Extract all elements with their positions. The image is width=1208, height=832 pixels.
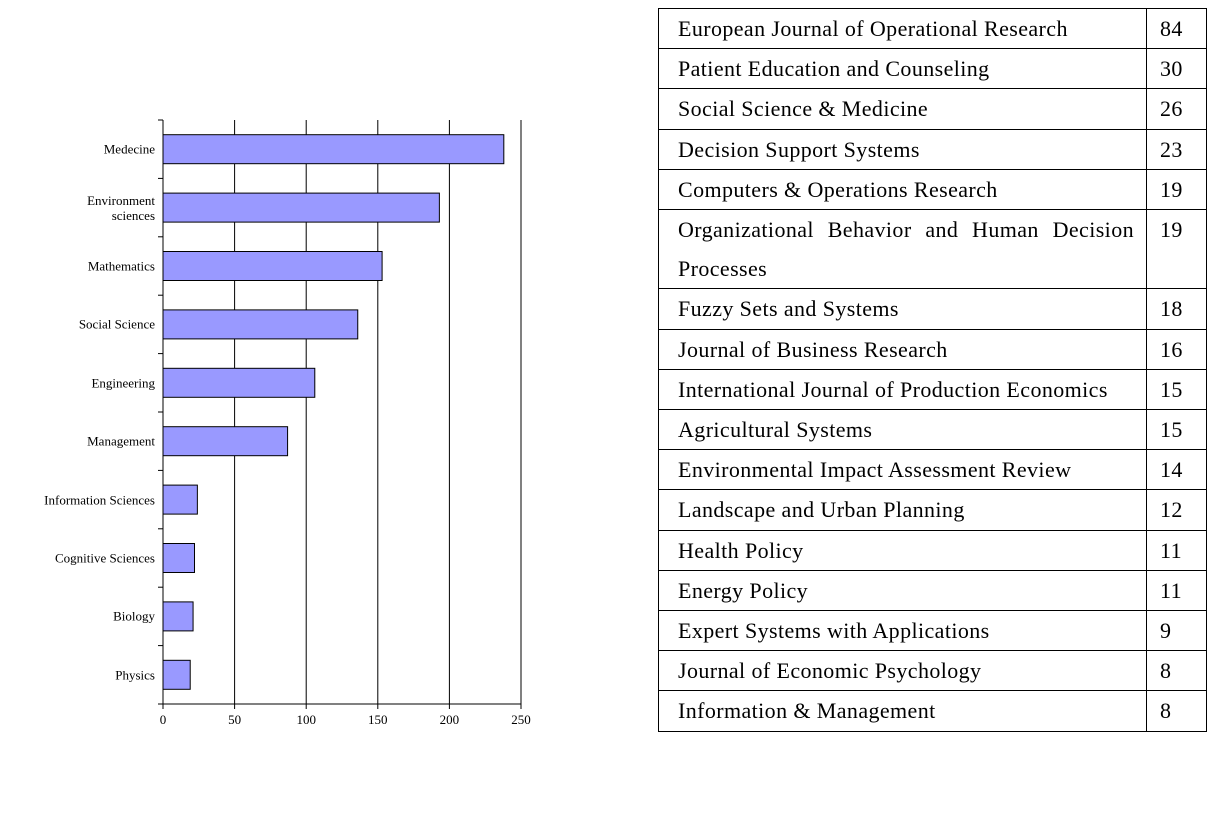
- count: 8: [1146, 690, 1207, 732]
- journal-name: Fuzzy Sets and Systems: [658, 288, 1147, 330]
- bar: [162, 543, 196, 573]
- count: 15: [1146, 409, 1207, 451]
- count: 16: [1146, 328, 1207, 370]
- bar: [162, 601, 194, 632]
- bar: [162, 309, 359, 340]
- y-tick-label: Engineering: [91, 375, 155, 391]
- table-row: Landscape and Urban Planning 12: [658, 489, 1207, 531]
- count: 14: [1146, 449, 1207, 491]
- bar: [162, 251, 383, 281]
- table-row: Fuzzy Sets and Systems 18: [658, 288, 1207, 330]
- table-row: Patient Education and Counseling 30: [658, 48, 1207, 90]
- journal-name: Social Science & Medicine: [658, 88, 1147, 130]
- table-row: Organizational Behavior and Human Decisi…: [658, 209, 1207, 290]
- bar-chart: 0 50 100 150 200 250 Medecine Environment scien…: [0, 0, 560, 760]
- table-row: Journal of Business Research 16: [658, 328, 1207, 370]
- journal-name: European Journal of Operational Re­searc…: [658, 7, 1147, 50]
- count: 9: [1146, 610, 1207, 652]
- count: 11: [1146, 529, 1207, 571]
- y-tick-label: Physics: [115, 667, 155, 683]
- table-row: Information & Management 8: [658, 690, 1207, 732]
- x-tick-label: 0: [159, 712, 167, 727]
- x-tick-label: 250: [511, 712, 531, 727]
- journal-name: Landscape and Urban Planning: [658, 489, 1147, 531]
- journal-name: Patient Education and Counseling: [658, 48, 1147, 90]
- count: 15: [1146, 368, 1207, 411]
- table-row: Agricultural Systems 15: [658, 409, 1207, 451]
- table-row: Journal of Economic Psychology 8: [658, 650, 1207, 692]
- table-row: European Journal of Operational Re­searc…: [658, 7, 1207, 50]
- journal-name: Expert Systems with Applications: [658, 610, 1147, 652]
- chart-plot: [158, 119, 522, 709]
- bar: [162, 134, 505, 165]
- journal-name: International Journal of Production Econ…: [658, 368, 1147, 411]
- table-row: Expert Systems with Applications 9: [658, 610, 1207, 652]
- count: 19: [1146, 168, 1207, 211]
- y-tick-label: Medecine: [103, 141, 155, 157]
- x-tick-label: 200: [439, 712, 460, 727]
- journal-name: Computers & Operations Research: [658, 168, 1147, 211]
- x-tick-label: 50: [228, 712, 242, 727]
- table-row: Social Science & Medicine 26: [658, 88, 1207, 130]
- count: 26: [1146, 88, 1207, 130]
- y-tick-label: Cognitive Sciences: [54, 550, 155, 566]
- table-row: Energy Policy 11: [658, 569, 1207, 612]
- journal-name: Agricultural Systems: [658, 409, 1147, 451]
- count: 11: [1146, 569, 1207, 612]
- journal-name: Environmental Impact Assessment Re­view: [658, 449, 1147, 491]
- bar: [162, 367, 316, 398]
- count: 18: [1146, 288, 1207, 330]
- y-tick-label: Management: [87, 433, 155, 449]
- count: 19: [1146, 209, 1207, 290]
- y-tick-label: Environment sciences: [87, 192, 155, 223]
- y-tick-label: Information Sciences: [44, 492, 155, 508]
- bar: [162, 484, 198, 515]
- table-row: International Journal of Production Econ…: [658, 368, 1207, 411]
- y-tick-label: Social Science: [78, 316, 155, 332]
- y-tick-label: Biology: [113, 608, 155, 624]
- journal-name: Organizational Behavior and Human Decisi…: [658, 209, 1147, 290]
- x-tick-label: 100: [296, 712, 316, 727]
- count: 12: [1146, 489, 1207, 531]
- table-row: Decision Support Systems 23: [658, 128, 1207, 170]
- y-tick-label: Mathematics: [87, 258, 155, 274]
- table-row: Health Policy 11: [658, 529, 1207, 571]
- bar: [162, 659, 191, 690]
- journal-name: Journal of Business Research: [658, 328, 1147, 370]
- journal-name: Energy Policy: [658, 569, 1147, 612]
- table-row: Environmental Impact Assessment Re­view 1…: [658, 449, 1207, 491]
- count: 84: [1146, 7, 1207, 50]
- bar: [162, 426, 289, 457]
- journal-name: Journal of Economic Psychology: [658, 650, 1147, 692]
- journal-name: Health Policy: [658, 529, 1147, 571]
- journal-name: Information & Management: [658, 690, 1147, 732]
- table-row: Computers & Operations Research 19: [658, 168, 1207, 211]
- journal-name: Decision Support Systems: [658, 128, 1147, 170]
- x-tick-label: 150: [368, 712, 388, 727]
- bar: [162, 192, 440, 223]
- count: 30: [1146, 48, 1207, 90]
- count: 8: [1146, 650, 1207, 692]
- count: 23: [1146, 128, 1207, 170]
- journal-table: European Journal of Operational Re­searc…: [658, 7, 1207, 732]
